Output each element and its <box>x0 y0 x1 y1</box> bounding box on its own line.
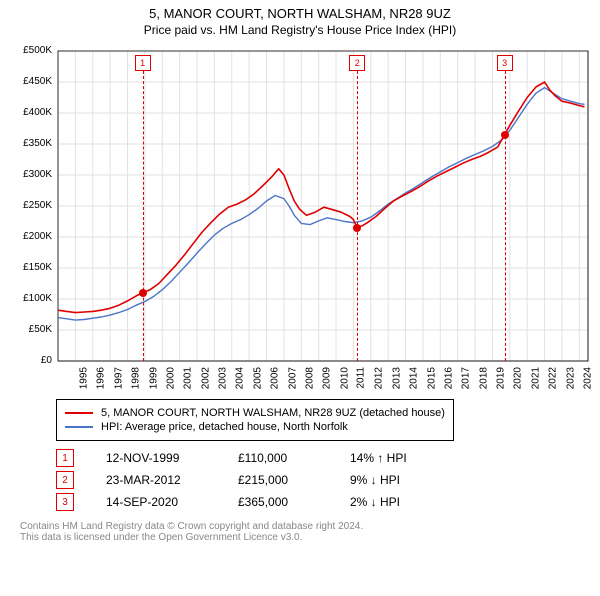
transaction-pct: 14% ↑ HPI <box>350 451 440 465</box>
x-tick-label: 2013 <box>391 367 402 389</box>
marker-dot-3 <box>501 131 509 139</box>
transaction-price: £215,000 <box>238 473 318 487</box>
marker-dot-2 <box>353 224 361 232</box>
transaction-row-2: 2 23-MAR-2012 £215,000 9% ↓ HPI <box>56 471 588 489</box>
marker-dot-1 <box>139 289 147 297</box>
x-tick-label: 2000 <box>165 367 176 389</box>
x-tick-label: 2018 <box>478 367 489 389</box>
marker-label-3: 3 <box>497 55 513 71</box>
footer-line-1: Contains HM Land Registry data © Crown c… <box>20 521 588 532</box>
transaction-marker-1: 1 <box>56 449 74 467</box>
x-tick-label: 2006 <box>269 367 280 389</box>
marker-vline <box>505 71 506 361</box>
y-tick-label: £250K <box>12 200 52 211</box>
y-tick-label: £100K <box>12 293 52 304</box>
chart-subtitle: Price paid vs. HM Land Registry's House … <box>0 23 600 37</box>
y-tick-label: £150K <box>12 262 52 273</box>
x-tick-label: 2005 <box>252 367 263 389</box>
y-tick-label: £50K <box>12 324 52 335</box>
marker-vline <box>357 71 358 361</box>
y-tick-label: £300K <box>12 169 52 180</box>
legend-label: HPI: Average price, detached house, Nort… <box>101 421 348 433</box>
transaction-row-3: 3 14-SEP-2020 £365,000 2% ↓ HPI <box>56 493 588 511</box>
y-tick-label: £350K <box>12 138 52 149</box>
marker-label-1: 1 <box>135 55 151 71</box>
x-tick-label: 2011 <box>356 367 367 389</box>
x-tick-label: 2024 <box>582 367 593 389</box>
transaction-row-1: 1 12-NOV-1999 £110,000 14% ↑ HPI <box>56 449 588 467</box>
legend-item-0: 5, MANOR COURT, NORTH WALSHAM, NR28 9UZ … <box>65 407 445 419</box>
x-tick-label: 1996 <box>96 367 107 389</box>
transactions-block: 1 12-NOV-1999 £110,000 14% ↑ HPI 2 23-MAR-201… <box>56 449 588 511</box>
x-tick-label: 1998 <box>130 367 141 389</box>
transaction-marker-2: 2 <box>56 471 74 489</box>
transaction-price: £365,000 <box>238 495 318 509</box>
x-tick-label: 2001 <box>183 367 194 389</box>
x-tick-label: 2007 <box>287 367 298 389</box>
y-tick-label: £450K <box>12 76 52 87</box>
transaction-date: 14-SEP-2020 <box>106 495 206 509</box>
x-tick-label: 2019 <box>495 367 506 389</box>
x-tick-label: 2008 <box>304 367 315 389</box>
x-tick-label: 2023 <box>565 367 576 389</box>
marker-label-2: 2 <box>349 55 365 71</box>
transaction-pct: 9% ↓ HPI <box>350 473 440 487</box>
x-tick-label: 2009 <box>322 367 333 389</box>
x-tick-label: 1999 <box>148 367 159 389</box>
footer-line-2: This data is licensed under the Open Gov… <box>20 532 588 543</box>
y-tick-label: £200K <box>12 231 52 242</box>
x-tick-label: 1997 <box>113 367 124 389</box>
y-tick-label: £500K <box>12 45 52 56</box>
x-tick-label: 2021 <box>530 367 541 389</box>
x-tick-label: 1995 <box>78 367 89 389</box>
x-tick-label: 2016 <box>443 367 454 389</box>
chart-container: 5, MANOR COURT, NORTH WALSHAM, NR28 9UZ … <box>0 6 600 596</box>
footer-note: Contains HM Land Registry data © Crown c… <box>20 521 588 543</box>
transaction-date: 23-MAR-2012 <box>106 473 206 487</box>
x-tick-label: 2022 <box>547 367 558 389</box>
x-tick-label: 2012 <box>374 367 385 389</box>
x-tick-label: 2020 <box>513 367 524 389</box>
x-tick-label: 2017 <box>461 367 472 389</box>
transaction-price: £110,000 <box>238 451 318 465</box>
y-tick-label: £400K <box>12 107 52 118</box>
legend-swatch <box>65 412 93 414</box>
chart-overlay: £0 £50K £100K £150K £200K £250K £300K £350K £400… <box>12 43 598 393</box>
x-tick-label: 2010 <box>339 367 350 389</box>
x-tick-label: 2015 <box>426 367 437 389</box>
x-tick-label: 2003 <box>217 367 228 389</box>
legend-swatch <box>65 426 93 428</box>
legend-label: 5, MANOR COURT, NORTH WALSHAM, NR28 9UZ … <box>101 407 445 419</box>
x-tick-label: 2014 <box>408 367 419 389</box>
legend: 5, MANOR COURT, NORTH WALSHAM, NR28 9UZ … <box>56 399 454 441</box>
y-tick-label: £0 <box>12 355 52 366</box>
chart-plot: £0 £50K £100K £150K £200K £250K £300K £350K £400… <box>12 43 588 393</box>
chart-title: 5, MANOR COURT, NORTH WALSHAM, NR28 9UZ <box>0 6 600 21</box>
legend-item-1: HPI: Average price, detached house, Nort… <box>65 421 445 433</box>
transaction-date: 12-NOV-1999 <box>106 451 206 465</box>
transaction-pct: 2% ↓ HPI <box>350 495 440 509</box>
x-tick-label: 2002 <box>200 367 211 389</box>
transaction-marker-3: 3 <box>56 493 74 511</box>
x-tick-label: 2004 <box>235 367 246 389</box>
marker-vline <box>143 71 144 361</box>
